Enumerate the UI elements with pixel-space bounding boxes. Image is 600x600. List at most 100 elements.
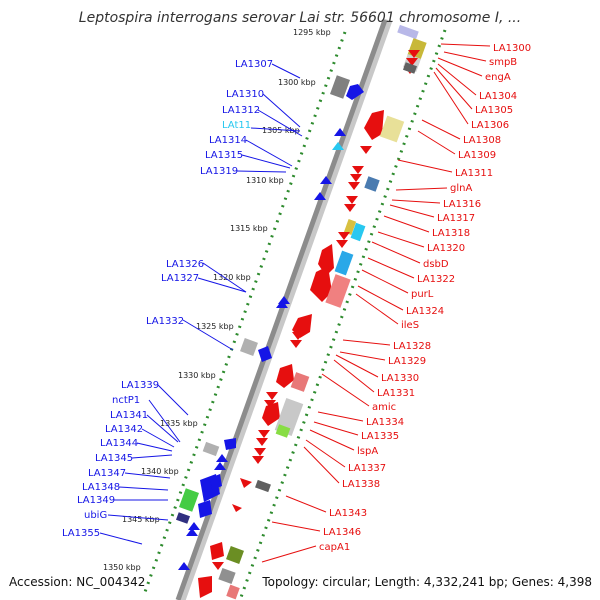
gene-label[interactable]: nctP1 [112, 395, 140, 406]
gene-label[interactable]: lspA [357, 446, 378, 457]
leader-line [197, 277, 247, 293]
gene-label[interactable]: LA1320 [427, 243, 465, 254]
forward-gene-arrow [198, 500, 212, 518]
forward-gene-arrow [186, 528, 198, 536]
gene-label[interactable]: LA1330 [381, 373, 419, 384]
forward-gene-arrow [214, 462, 226, 470]
gene-label[interactable]: LA1314 [209, 135, 247, 146]
leader-line [433, 71, 469, 125]
leader-line [333, 359, 375, 393]
leader-line [377, 231, 425, 248]
gene-label[interactable]: engA [485, 72, 511, 83]
leader-line [257, 109, 303, 137]
gene-label[interactable]: dsbD [423, 259, 449, 270]
gene-label[interactable]: LA1342 [105, 424, 143, 435]
leader-line [339, 351, 386, 361]
forward-gene-arrow [334, 128, 346, 136]
leader-line [367, 257, 415, 279]
leader-line [437, 57, 483, 77]
leader-line [355, 293, 399, 325]
tick-label: 1350 kbp [103, 563, 141, 572]
forward-gene-arrow [216, 454, 228, 462]
gene-block [226, 584, 240, 600]
gene-label[interactable]: LA1331 [377, 388, 415, 399]
scale-tracks [143, 29, 447, 600]
gene-label[interactable]: LA1348 [82, 482, 120, 493]
gene-label[interactable]: LA1309 [458, 150, 496, 161]
left-label-layer: LA1307 LA1310 LA1312 LAt11 LA1314 LA1315… [62, 59, 273, 539]
gene-label[interactable]: smpB [489, 57, 517, 68]
gene-label[interactable]: LA1346 [323, 527, 361, 538]
gene-label[interactable]: LAt11 [222, 120, 251, 131]
gene-label[interactable]: LA1335 [361, 431, 399, 442]
gene-label[interactable]: LA1355 [62, 528, 100, 539]
gene-label[interactable]: LA1310 [226, 89, 264, 100]
forward-gene-arrow [332, 142, 344, 150]
gene-label[interactable]: LA1311 [455, 168, 493, 179]
gene-label[interactable]: LA1304 [479, 91, 517, 102]
reverse-gene-arrow [254, 448, 266, 456]
forward-gene-arrow [314, 192, 326, 200]
leader-line [440, 43, 491, 47]
gene-label[interactable]: LA1317 [437, 213, 475, 224]
leader-line [250, 127, 301, 132]
gene-label[interactable]: LA1326 [166, 259, 204, 270]
gene-label[interactable]: LA1334 [366, 417, 404, 428]
gene-label[interactable]: LA1345 [95, 453, 133, 464]
gene-label[interactable]: LA1338 [342, 479, 380, 490]
gene-label[interactable]: LA1349 [77, 495, 115, 506]
map-title: Leptospira interrogans serovar Lai str. … [79, 10, 521, 26]
leader-line [271, 63, 301, 79]
gene-label[interactable]: glnA [450, 183, 472, 194]
leader-line [371, 241, 421, 264]
gene-label[interactable]: LA1318 [432, 228, 470, 239]
gene-label[interactable]: purL [411, 289, 434, 300]
reverse-gene-arrow [360, 146, 372, 154]
reverse-gene-arrow [212, 562, 224, 570]
gene-label[interactable]: LA1308 [463, 135, 501, 146]
reverse-gene-arrow [350, 174, 362, 182]
gene-block [325, 274, 351, 308]
gene-label[interactable]: LA1307 [235, 59, 273, 70]
gene-label[interactable]: LA1329 [388, 356, 426, 367]
gene-label[interactable]: LA1312 [222, 105, 260, 116]
gene-label[interactable]: LA1332 [146, 316, 184, 327]
gene-label[interactable]: LA1327 [161, 273, 199, 284]
gene-label[interactable]: LA1337 [348, 463, 386, 474]
leader-line [342, 339, 391, 346]
gene-label[interactable]: ileS [401, 320, 419, 331]
gene-label[interactable]: LA1347 [88, 468, 126, 479]
gene-label[interactable]: LA1315 [205, 150, 243, 161]
gene-label[interactable]: amic [372, 402, 396, 413]
reverse-gene-arrow [364, 110, 384, 140]
gene-label[interactable]: LA1306 [471, 120, 509, 131]
chromosome-backbone [175, 18, 393, 600]
gene-label[interactable]: LA1341 [110, 410, 148, 421]
leader-line [271, 521, 321, 532]
tick-label: 1335 kbp [160, 419, 198, 428]
leader-line [313, 421, 359, 436]
gene-label[interactable]: LA1305 [475, 105, 513, 116]
gene-label[interactable]: LA1344 [100, 438, 138, 449]
gene-block [202, 441, 220, 457]
reverse-gene-arrow [264, 400, 276, 408]
gene-label[interactable]: LA1322 [417, 274, 455, 285]
reverse-gene-arrow [408, 50, 420, 58]
leader-line [202, 262, 247, 293]
gene-label[interactable]: LA1328 [393, 341, 431, 352]
gene-label[interactable]: LA1319 [200, 166, 238, 177]
tick-label: 1330 kbp [178, 371, 216, 380]
leader-line [335, 354, 379, 378]
right-label-layer: LA1300 smpB engA LA1304 LA1305 LA1306 LA… [319, 43, 531, 553]
right-dotted-track [238, 29, 447, 600]
leader-line [285, 495, 327, 513]
reverse-gene-arrow [336, 240, 348, 248]
gene-label[interactable]: LA1316 [443, 199, 481, 210]
gene-label[interactable]: LA1343 [329, 508, 367, 519]
gene-label[interactable]: LA1324 [406, 306, 444, 317]
gene-label[interactable]: ubiG [84, 510, 107, 521]
gene-label[interactable]: LA1300 [493, 43, 531, 54]
gene-label[interactable]: LA1339 [121, 380, 159, 391]
reverse-gene-arrow [210, 542, 224, 560]
gene-label[interactable]: capA1 [319, 542, 350, 553]
